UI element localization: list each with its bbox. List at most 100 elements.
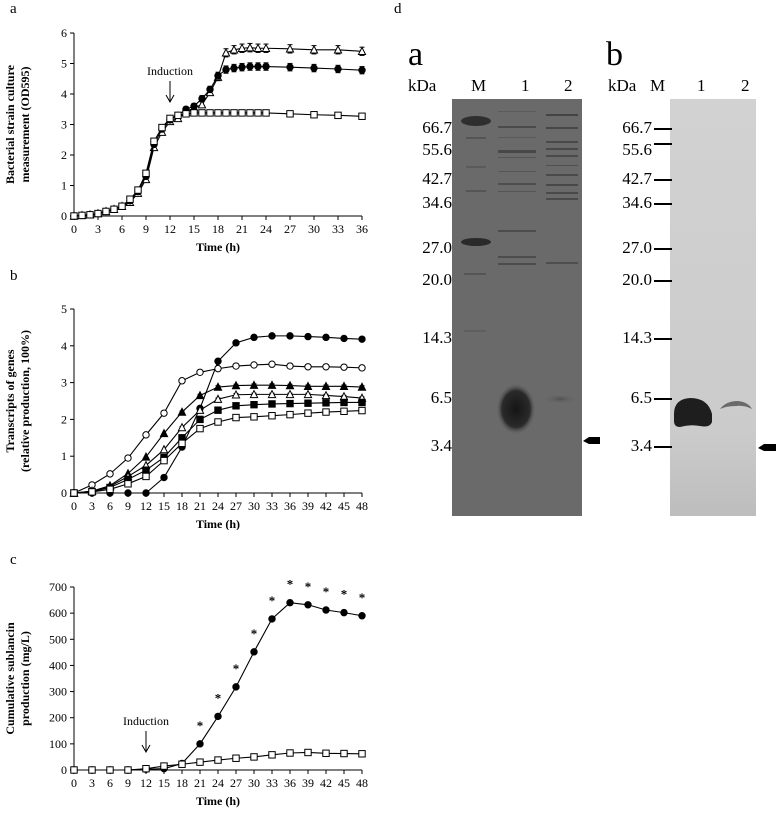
- svg-text:*: *: [359, 590, 366, 605]
- gel-b-image: [670, 99, 756, 516]
- svg-text:3: 3: [95, 222, 101, 236]
- gel-a-mw-6.5: 6.5: [430, 388, 452, 407]
- panel-label-a: a: [10, 1, 17, 17]
- svg-text:measurement (OD595): measurement (OD595): [18, 66, 32, 182]
- svg-text:(relative production, 100%): (relative production, 100%): [18, 330, 32, 472]
- svg-text:6: 6: [119, 222, 125, 236]
- gel-b-lane-1: 1: [697, 76, 706, 95]
- gel-a-letter: a: [408, 36, 424, 73]
- svg-text:18: 18: [176, 776, 188, 790]
- svg-text:33: 33: [266, 499, 278, 513]
- gel-b-mw-34.6: 34.6: [600, 193, 672, 213]
- svg-text:3: 3: [61, 118, 67, 132]
- svg-text:Time (h): Time (h): [196, 240, 240, 254]
- gel-a-mw-14.3: 14.3: [422, 328, 452, 347]
- induction-label: Induction: [147, 64, 193, 78]
- svg-text:9: 9: [143, 222, 149, 236]
- gel-a-mw-20.0: 20.0: [422, 270, 452, 289]
- svg-text:700: 700: [49, 580, 67, 594]
- svg-text:100: 100: [49, 737, 67, 751]
- svg-text:1: 1: [61, 179, 67, 193]
- svg-text:0: 0: [61, 209, 67, 223]
- svg-text:42: 42: [320, 776, 332, 790]
- svg-text:39: 39: [302, 499, 314, 513]
- svg-text:600: 600: [49, 606, 67, 620]
- gel-b-mw-27.0: 27.0: [600, 238, 672, 258]
- svg-text:3: 3: [61, 376, 67, 390]
- svg-text:4: 4: [61, 87, 67, 101]
- svg-text:30: 30: [308, 222, 320, 236]
- svg-text:6: 6: [107, 776, 113, 790]
- series-open-triangle: [69, 42, 367, 220]
- gel-b-mw-6.5: 6.5: [600, 388, 672, 408]
- svg-text:Bacterial strain culture: Bacterial strain culture: [3, 64, 17, 184]
- svg-text:48: 48: [356, 776, 368, 790]
- series-open-square: [70, 109, 366, 220]
- gel-a-lane-2: 2: [564, 76, 573, 95]
- series-open-square: [70, 406, 366, 497]
- svg-text:5: 5: [61, 302, 67, 316]
- svg-text:0: 0: [71, 222, 77, 236]
- series-filled-diamond: [70, 332, 366, 497]
- gel-b: b kDa M 1 2 66.7 55.6 42.7 34.6 27.0 20.…: [600, 36, 778, 518]
- panel-label-c: c: [10, 552, 17, 568]
- svg-text:30: 30: [248, 499, 260, 513]
- svg-text:24: 24: [212, 499, 224, 513]
- svg-text:*: *: [323, 584, 330, 599]
- gel-b-mw-14.3: 14.3: [600, 328, 672, 348]
- svg-text:27: 27: [230, 499, 242, 513]
- svg-text:30: 30: [248, 776, 260, 790]
- svg-text:*: *: [197, 718, 204, 733]
- svg-text:42: 42: [320, 499, 332, 513]
- svg-text:12: 12: [164, 222, 176, 236]
- gel-a-mw-34.6: 34.6: [422, 193, 452, 212]
- series-open-circle: [70, 360, 366, 497]
- gel-a-lane-m: M: [471, 76, 487, 95]
- svg-text:*: *: [233, 661, 240, 676]
- svg-text:24: 24: [260, 222, 272, 236]
- svg-text:33: 33: [266, 776, 278, 790]
- gel-a-mw-3.4: 3.4: [430, 436, 452, 455]
- svg-text:45: 45: [338, 499, 350, 513]
- gel-a-band-arrow-icon: [583, 437, 600, 444]
- svg-text:6: 6: [107, 499, 113, 513]
- gel-a-kda-label: kDa: [408, 76, 437, 95]
- gel-a-bands: [461, 111, 578, 435]
- svg-text:*: *: [215, 690, 222, 705]
- svg-text:36: 36: [284, 499, 296, 513]
- svg-text:Transcripts of genes: Transcripts of genes: [3, 349, 17, 452]
- svg-text:*: *: [287, 577, 294, 592]
- svg-text:1: 1: [61, 449, 67, 463]
- svg-text:21: 21: [194, 499, 206, 513]
- series-filled-circle: [70, 598, 366, 774]
- svg-text:Cumulative sublancin: Cumulative sublancin: [3, 622, 17, 735]
- panel-label-d: d: [394, 1, 402, 17]
- svg-text:*: *: [251, 626, 258, 641]
- svg-text:0: 0: [71, 776, 77, 790]
- gel-b-lane-m: M: [650, 76, 666, 95]
- series-open-triangle: [69, 389, 367, 497]
- gel-a-lane-1: 1: [521, 76, 530, 95]
- gel-a-mw-55.6: 55.6: [422, 140, 452, 159]
- svg-text:500: 500: [49, 632, 67, 646]
- svg-text:15: 15: [188, 222, 200, 236]
- svg-text:0: 0: [61, 486, 67, 500]
- svg-text:production (mg/L): production (mg/L): [18, 631, 32, 726]
- gel-a-image: [452, 99, 582, 516]
- svg-text:45: 45: [338, 776, 350, 790]
- svg-text:12: 12: [140, 499, 152, 513]
- svg-text:Time (h): Time (h): [196, 517, 240, 530]
- svg-text:5: 5: [61, 57, 67, 71]
- svg-text:6: 6: [61, 26, 67, 40]
- svg-text:300: 300: [49, 685, 67, 699]
- svg-text:2: 2: [61, 148, 67, 162]
- svg-text:15: 15: [158, 499, 170, 513]
- gel-a: a kDa M 1 2: [400, 36, 600, 518]
- gel-b-kda-label: kDa: [608, 76, 637, 95]
- gel-b-band-arrow-icon: [758, 444, 776, 451]
- svg-text:400: 400: [49, 658, 67, 672]
- svg-text:33: 33: [332, 222, 344, 236]
